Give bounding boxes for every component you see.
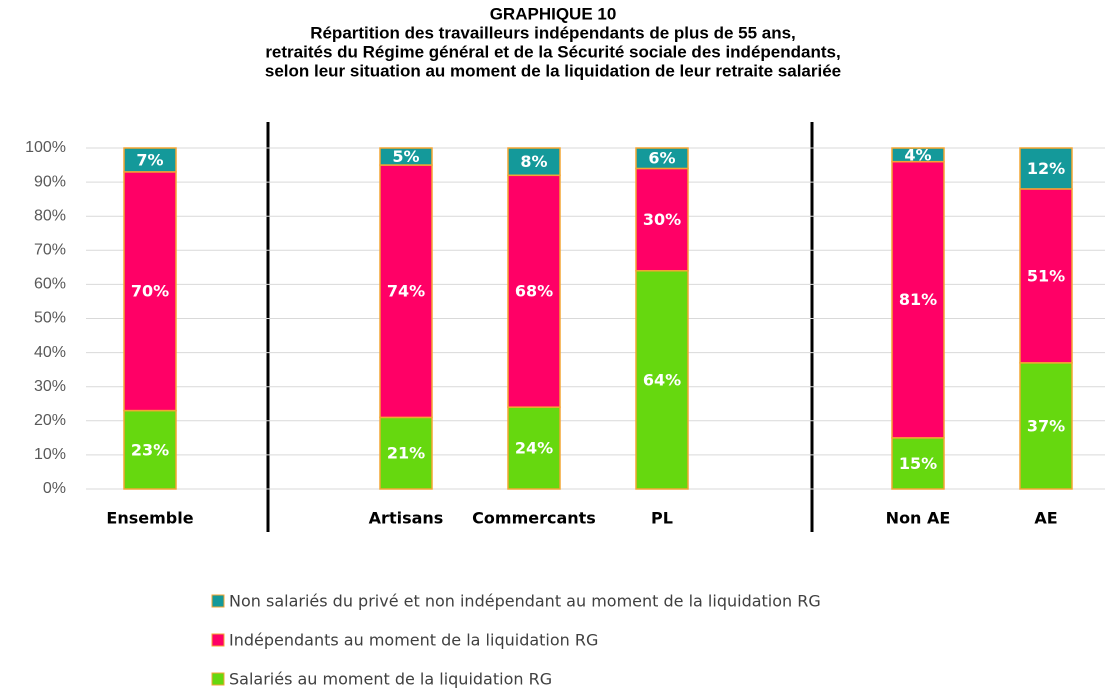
- chart-subtitle: Répartition des travailleurs indépendant…: [310, 23, 796, 42]
- bar-segment: [379, 164, 433, 419]
- legend-swatch: [211, 594, 225, 608]
- chart-subtitle: selon leur situation au moment de la liq…: [265, 61, 841, 80]
- data-label: 6%: [648, 149, 675, 168]
- x-tick-label: PL: [651, 509, 673, 528]
- bar-segment: [507, 406, 561, 490]
- data-label: 51%: [1027, 266, 1065, 285]
- data-label: 7%: [136, 150, 163, 169]
- bar-segment: [379, 416, 433, 490]
- bar-segment: [1019, 362, 1073, 490]
- y-tick-label: 0%: [43, 480, 66, 497]
- data-label: 74%: [387, 282, 425, 301]
- x-tick-label: AE: [1034, 509, 1057, 528]
- chart-subtitle: retraités du Régime général et de la Séc…: [265, 42, 840, 61]
- x-tick-label: Commercants: [472, 509, 596, 528]
- bar-segment: [635, 147, 689, 170]
- y-tick-label: 50%: [34, 310, 66, 327]
- bar-segment: [1019, 188, 1073, 364]
- data-label: 37%: [1027, 416, 1065, 435]
- data-label: 5%: [392, 147, 419, 166]
- x-tick-label: Non AE: [886, 509, 951, 528]
- bar-segment: [379, 147, 433, 166]
- data-label: 21%: [387, 444, 425, 463]
- bar-segment: [891, 147, 945, 163]
- y-tick-label: 90%: [34, 173, 66, 190]
- bar-segment: [123, 409, 177, 490]
- data-label: 23%: [131, 440, 169, 459]
- bar-segment: [891, 160, 945, 439]
- legend-swatch: [211, 633, 225, 647]
- y-tick-label: 60%: [34, 276, 66, 293]
- legend-label: Salariés au moment de la liquidation RG: [229, 670, 552, 689]
- y-tick-label: 40%: [34, 344, 66, 361]
- chart-title: GRAPHIQUE 10: [490, 4, 617, 23]
- legend-swatch: [211, 672, 225, 686]
- data-label: 30%: [643, 210, 681, 229]
- data-label: 12%: [1027, 159, 1065, 178]
- bar-segment: [507, 147, 561, 177]
- bar-segment: [1019, 147, 1073, 190]
- bar-segment: [123, 147, 177, 173]
- bar-segment: [123, 171, 177, 412]
- data-label: 70%: [131, 282, 169, 301]
- x-tick-label: Ensemble: [106, 509, 193, 528]
- data-label: 4%: [904, 145, 931, 164]
- data-label: 68%: [515, 282, 553, 301]
- y-tick-label: 30%: [34, 378, 66, 395]
- data-label: 64%: [643, 370, 681, 389]
- y-tick-label: 70%: [34, 242, 66, 259]
- data-label: 24%: [515, 439, 553, 458]
- legend-label: Indépendants au moment de la liquidation…: [229, 631, 598, 650]
- y-tick-label: 80%: [34, 207, 66, 224]
- y-tick-label: 100%: [25, 139, 66, 156]
- bar-segment: [635, 270, 689, 490]
- x-tick-label: Artisans: [369, 509, 444, 528]
- y-tick-label: 20%: [34, 412, 66, 429]
- data-label: 81%: [899, 290, 937, 309]
- y-tick-label: 10%: [34, 446, 66, 463]
- data-label: 15%: [899, 454, 937, 473]
- bar-segment: [507, 174, 561, 408]
- legend-label: Non salariés du privé et non indépendant…: [229, 592, 821, 611]
- data-label: 8%: [520, 152, 547, 171]
